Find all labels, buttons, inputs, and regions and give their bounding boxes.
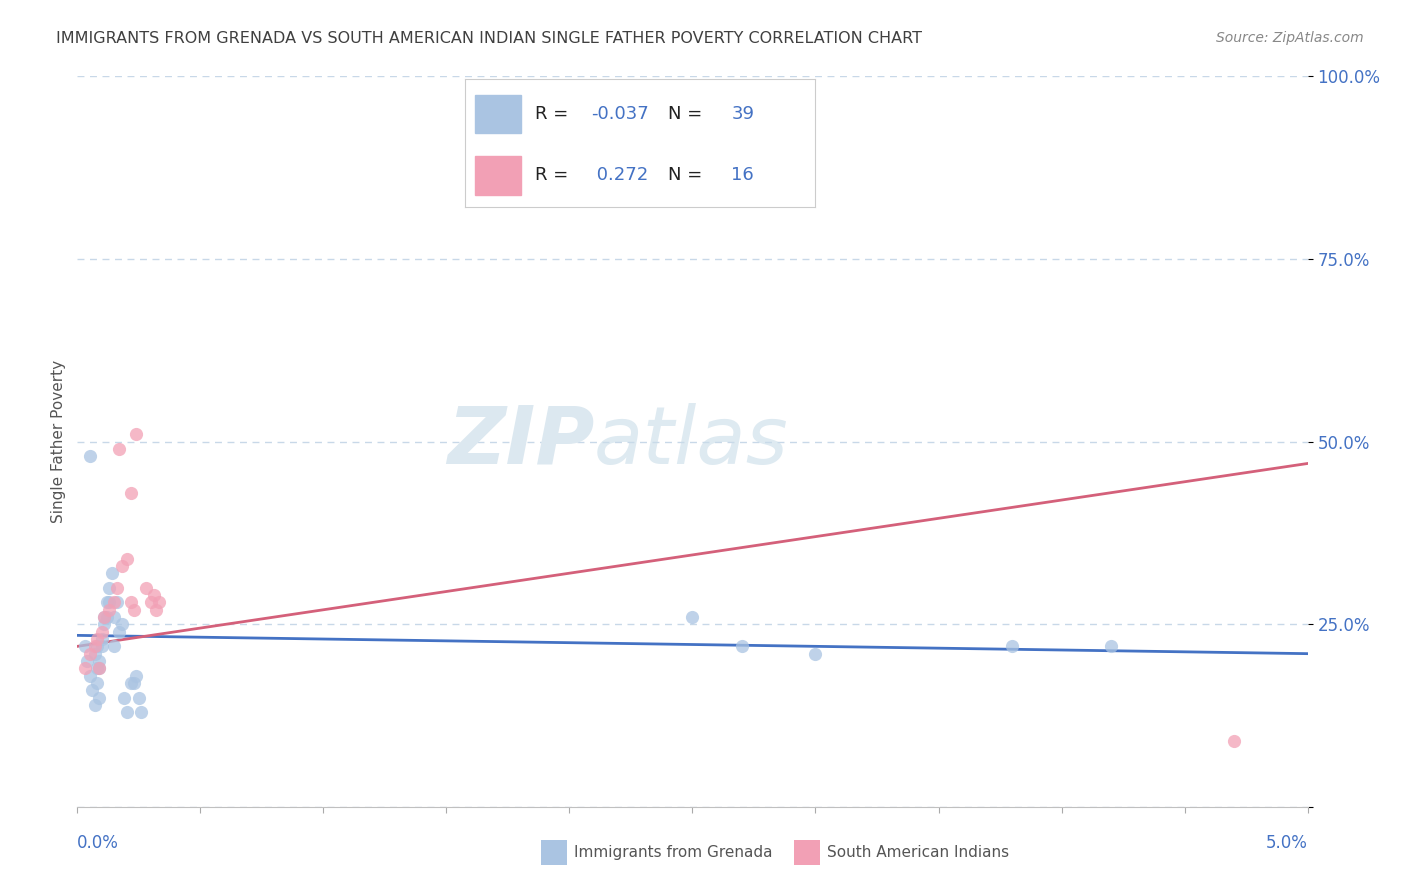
Point: [96, 595, 118, 609]
Text: Immigrants from Grenada: Immigrants from Grenada: [574, 846, 772, 860]
Point: [89, 654, 111, 668]
Point: [135, 581, 157, 595]
Point: [804, 647, 827, 661]
Point: [682, 610, 704, 624]
Point: [73, 661, 96, 675]
Point: [121, 485, 143, 500]
Point: [96, 610, 118, 624]
Point: [122, 603, 145, 617]
Point: [98, 595, 121, 609]
Point: [121, 595, 143, 609]
Text: 0.0%: 0.0%: [77, 834, 120, 852]
Point: [83, 647, 105, 661]
Point: [90, 632, 114, 646]
Point: [86, 632, 108, 646]
Point: [79, 449, 101, 463]
Text: atlas: atlas: [595, 402, 789, 481]
Point: [90, 640, 114, 654]
Point: [103, 610, 125, 624]
Point: [101, 566, 124, 581]
Point: [111, 558, 132, 573]
Text: IMMIGRANTS FROM GRENADA VS SOUTH AMERICAN INDIAN SINGLE FATHER POVERTY CORRELATI: IMMIGRANTS FROM GRENADA VS SOUTH AMERICA…: [56, 31, 922, 46]
Point: [1001, 640, 1024, 654]
Text: ZIP: ZIP: [447, 402, 595, 481]
Point: [108, 624, 131, 639]
Point: [86, 640, 108, 654]
Point: [115, 705, 138, 719]
Point: [148, 595, 170, 609]
Point: [98, 581, 121, 595]
Point: [83, 698, 105, 712]
Point: [79, 668, 101, 682]
Point: [111, 617, 132, 632]
Point: [128, 690, 150, 705]
Point: [83, 640, 105, 654]
Point: [76, 654, 98, 668]
Point: [98, 603, 121, 617]
Point: [89, 690, 111, 705]
Text: South American Indians: South American Indians: [827, 846, 1010, 860]
Point: [115, 551, 138, 566]
Y-axis label: Single Father Poverty: Single Father Poverty: [51, 360, 66, 523]
Point: [93, 617, 115, 632]
Point: [89, 661, 111, 675]
Point: [1223, 734, 1246, 748]
Point: [82, 683, 104, 698]
Point: [1099, 640, 1122, 654]
Text: 5.0%: 5.0%: [1265, 834, 1308, 852]
Point: [141, 595, 163, 609]
Point: [103, 595, 125, 609]
Point: [86, 661, 108, 675]
Point: [145, 603, 167, 617]
Text: Source: ZipAtlas.com: Source: ZipAtlas.com: [1216, 31, 1364, 45]
Point: [93, 610, 115, 624]
Point: [125, 427, 148, 442]
Point: [73, 640, 96, 654]
Point: [79, 647, 101, 661]
Point: [112, 690, 135, 705]
Point: [103, 640, 125, 654]
Point: [86, 676, 108, 690]
Point: [105, 595, 128, 609]
Point: [122, 676, 145, 690]
Point: [731, 640, 754, 654]
Point: [121, 676, 143, 690]
Point: [125, 668, 148, 682]
Point: [93, 610, 115, 624]
Point: [142, 588, 165, 602]
Point: [129, 705, 153, 719]
Point: [89, 661, 111, 675]
Point: [105, 581, 128, 595]
Point: [90, 624, 114, 639]
Point: [108, 442, 131, 456]
